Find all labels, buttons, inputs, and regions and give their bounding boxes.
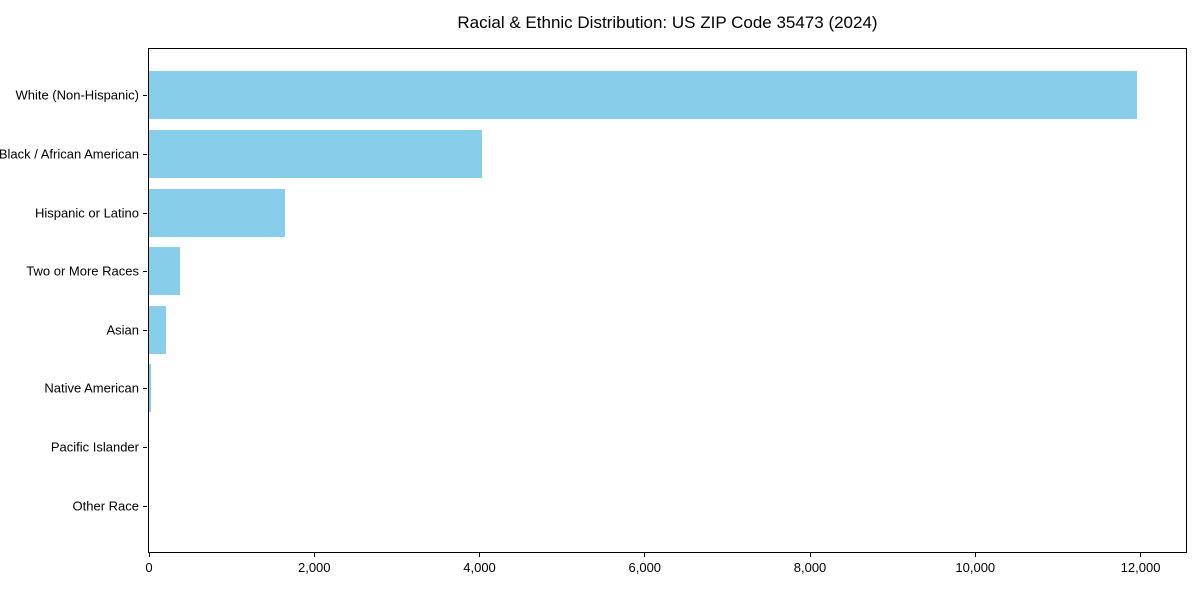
x-tick-mark [1140, 553, 1142, 557]
y-axis-label: White (Non-Hispanic) [15, 87, 139, 103]
bar-row: Native American [44, 359, 1186, 418]
x-tick-mark [148, 553, 150, 557]
y-axis-label: Pacific Islander [50, 439, 139, 455]
y-tick-mark [143, 388, 147, 390]
x-tick-label: 6,000 [628, 560, 662, 575]
x-tick-label: 10,000 [955, 560, 996, 575]
y-axis-label: Native American [44, 380, 139, 396]
bar-row: Hispanic or Latino [35, 183, 1186, 242]
y-tick-mark [143, 271, 147, 273]
x-tick-label: 4,000 [463, 560, 496, 575]
plot-area: White (Non-Hispanic) Black / African Amer… [0, 48, 1187, 575]
bar [149, 364, 152, 413]
y-tick-mark [143, 212, 147, 214]
bar-rows: White (Non-Hispanic) Black / African Amer… [0, 49, 1186, 552]
bar [149, 71, 1138, 120]
y-tick-mark [143, 505, 147, 507]
bar-row: White (Non-Hispanic) [15, 66, 1186, 125]
y-axis-label: Asian [106, 322, 139, 338]
bar [149, 188, 286, 237]
y-tick-mark [143, 329, 147, 331]
x-tick-label: 0 [145, 560, 153, 575]
bar-row: Black / African American [0, 125, 1186, 184]
y-axis-label: Hispanic or Latino [34, 205, 139, 221]
chart-title: Racial & Ethnic Distribution: US ZIP Cod… [457, 13, 878, 32]
bar [149, 129, 482, 178]
x-tick-mark [644, 553, 646, 557]
y-axis-label: Black / African American [0, 146, 139, 162]
bar [149, 247, 180, 296]
y-tick-mark [143, 95, 147, 97]
x-tick-mark [479, 553, 481, 557]
y-tick-mark [143, 447, 147, 449]
bar-row: Pacific Islander [51, 418, 1186, 477]
bar-row: Two or More Races [26, 242, 1186, 301]
bar-row: Asian [106, 301, 1186, 360]
x-tick-label: 8,000 [793, 560, 827, 575]
y-tick-mark [143, 153, 147, 155]
bar [149, 305, 166, 354]
x-tick-label: 2,000 [297, 560, 331, 575]
x-tick-mark [313, 553, 315, 557]
x-tick-mark [974, 553, 976, 557]
y-axis-label: Other Race [72, 498, 139, 514]
x-tick-label: 12,000 [1120, 560, 1161, 575]
y-axis-label: Two or More Races [26, 263, 139, 279]
x-tick-mark [809, 553, 811, 557]
bar-row: Other Race [73, 476, 1186, 535]
